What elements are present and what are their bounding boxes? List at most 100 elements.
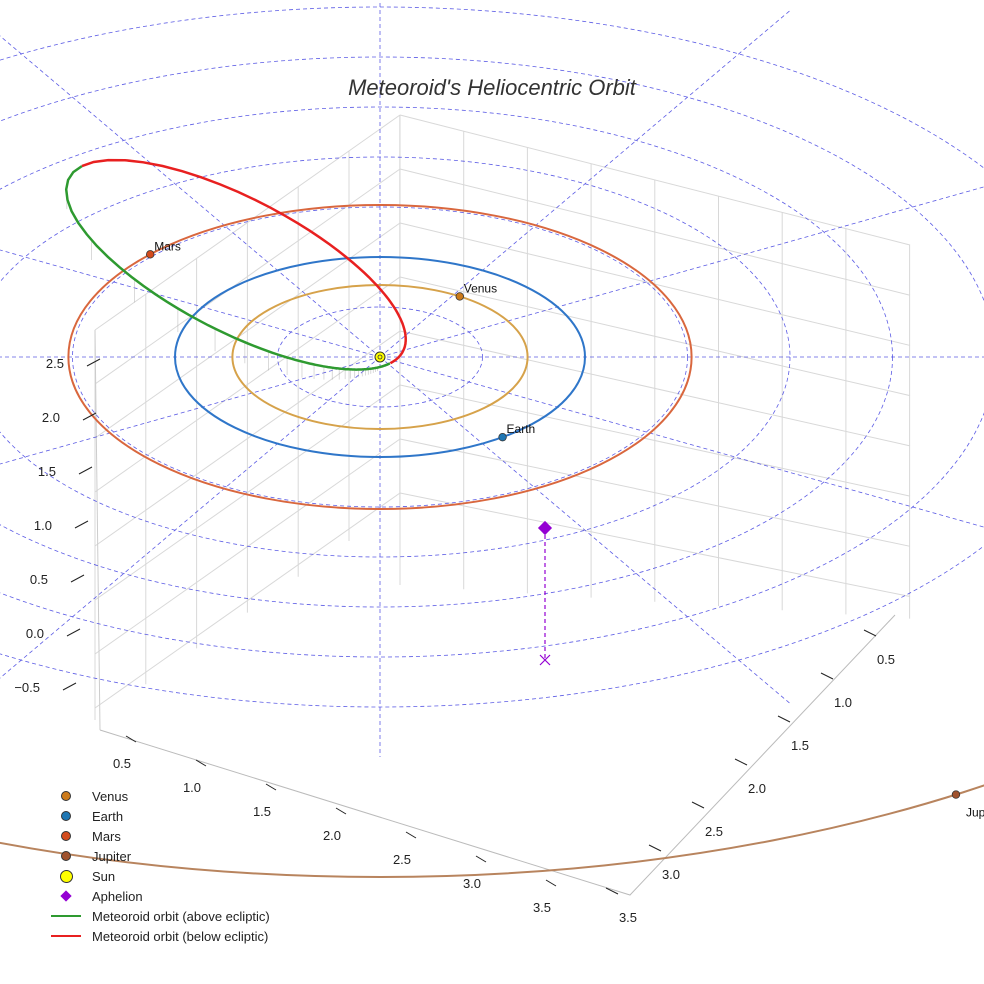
- z-tick: [70, 574, 85, 583]
- earth-label: Earth: [507, 422, 536, 436]
- orbit-jupiter: [0, 784, 984, 878]
- legend-item: Mars: [40, 826, 270, 846]
- box-edge: [94, 329, 101, 731]
- orbits: [0, 158, 984, 878]
- venus-marker: [455, 292, 464, 301]
- y-tick: [475, 855, 487, 863]
- grid-line: [399, 384, 911, 497]
- z-tick: [74, 520, 89, 529]
- y-tick-label: 0.5: [113, 756, 131, 771]
- venus-label: Venus: [464, 281, 497, 295]
- grid-line: [94, 330, 401, 547]
- y-tick: [125, 735, 137, 743]
- orbit-mars: [67, 204, 693, 510]
- legend-label: Mars: [92, 828, 121, 844]
- grid-line: [399, 330, 911, 447]
- drop-lines: [66, 197, 378, 380]
- grid-line: [94, 384, 401, 601]
- legend-marker-icon: [40, 831, 92, 841]
- y-tick-label: 2.5: [393, 852, 411, 867]
- sun-core: [377, 354, 383, 360]
- polar-spoke: [0, 35, 381, 358]
- polar-ring: [0, 56, 984, 658]
- y-tick-label: 3.0: [463, 876, 481, 891]
- x-tick: [777, 715, 791, 723]
- legend-marker-icon: [40, 851, 92, 861]
- legend-marker-icon: [40, 791, 92, 801]
- aphelion-projection-marker: [539, 654, 551, 666]
- aphelion-marker: [537, 520, 553, 536]
- legend-item: Venus: [40, 786, 270, 806]
- grid-line: [399, 276, 911, 397]
- y-tick-label: 1.5: [253, 804, 271, 819]
- orbit-earth: [174, 256, 586, 458]
- z-tick: [86, 358, 101, 367]
- legend-marker-icon: [40, 935, 92, 937]
- x-tick-label: 2.0: [748, 781, 766, 796]
- mars-marker: [146, 250, 155, 259]
- y-tick: [195, 759, 207, 767]
- x-tick: [691, 801, 705, 809]
- z-tick-label: −0.5: [14, 680, 40, 695]
- z-tick-label: 1.0: [34, 518, 52, 533]
- y-tick-label: 2.0: [323, 828, 341, 843]
- x-tick: [734, 758, 748, 766]
- x-tick-label: 3.0: [662, 867, 680, 882]
- legend: Venus Earth Mars Jupiter Sun Aphelion Meteoroi…: [40, 786, 270, 946]
- z-tick-label: 0.5: [30, 572, 48, 587]
- grid-line: [399, 114, 911, 246]
- mars-label: Mars: [154, 239, 181, 253]
- y-tick: [405, 831, 417, 839]
- z-tick-label: 1.5: [38, 464, 56, 479]
- z-tick: [82, 412, 97, 421]
- z-tick: [62, 682, 77, 691]
- legend-label: Aphelion: [92, 888, 143, 904]
- legend-item: Aphelion: [40, 886, 270, 906]
- x-tick-label: 3.5: [619, 910, 637, 925]
- z-tick-label: 2.0: [42, 410, 60, 425]
- ticks: 2.5 2.0 1.5 1.0 0.5 0.0 −0.5 0.5 1.0 1.5 2.0 2.5 3.0…: [14, 356, 895, 925]
- z-tick: [78, 466, 93, 475]
- floor-edge: [99, 614, 896, 896]
- polar-spoke: [379, 10, 791, 358]
- legend-marker-icon: [40, 811, 92, 821]
- x-tick-label: 0.5: [877, 652, 895, 667]
- grid-line: [94, 492, 401, 709]
- y-tick-label: 3.5: [533, 900, 551, 915]
- legend-label: Meteoroid orbit (above ecliptic): [92, 908, 270, 924]
- meteoroid-orbit-above: [64, 165, 391, 371]
- sun-marker: [374, 351, 386, 363]
- polar-spoke: [379, 186, 984, 358]
- legend-item: Earth: [40, 806, 270, 826]
- jupiter-label: Jupiter: [966, 806, 984, 820]
- x-tick: [648, 844, 662, 852]
- polar-spoke: [379, 356, 984, 528]
- jupiter-marker: [951, 790, 961, 799]
- legend-label: Sun: [92, 868, 116, 884]
- legend-item: Sun: [40, 866, 270, 886]
- grid-line: [399, 168, 911, 296]
- polar-spoke: [379, 356, 791, 704]
- grid-line: [399, 438, 911, 547]
- polar-spoke: [0, 356, 381, 679]
- x-tick-label: 2.5: [705, 824, 723, 839]
- x-tick-label: 1.0: [834, 695, 852, 710]
- legend-marker-icon: [40, 890, 92, 902]
- x-tick: [863, 629, 877, 637]
- polar-ring: [277, 306, 483, 408]
- grid-line: [94, 114, 401, 331]
- z-tick-label: 2.5: [46, 356, 64, 371]
- legend-item: Meteoroid orbit (below ecliptic): [40, 926, 270, 946]
- z-tick-label: 0.0: [26, 626, 44, 641]
- chart-title: Meteoroid's Heliocentric Orbit: [348, 75, 637, 100]
- earth-marker: [498, 432, 507, 442]
- marks: Venus Earth Mars Jupiter: [146, 239, 984, 820]
- polar-spoke: [0, 249, 381, 358]
- z-tick: [66, 628, 81, 637]
- orbit-venus: [231, 284, 529, 430]
- meteoroid-orbit-below: [81, 158, 407, 365]
- y-tick-label: 1.0: [183, 780, 201, 795]
- legend-label: Earth: [92, 808, 124, 824]
- y-tick: [335, 807, 347, 815]
